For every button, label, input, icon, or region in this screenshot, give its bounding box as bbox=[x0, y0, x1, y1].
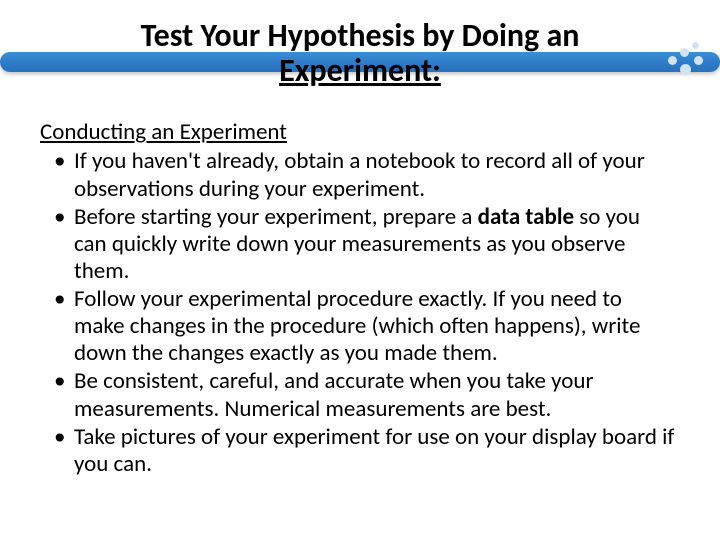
title-line-2: Experiment: bbox=[279, 51, 441, 90]
bullet-text-pre: Be consistent, careful, and accurate whe… bbox=[74, 367, 594, 422]
bullet-text-bold: data table bbox=[478, 203, 574, 231]
bullet-text-pre: Take pictures of your experiment for use… bbox=[74, 423, 674, 478]
content-area: Conducting an Experiment If you haven't … bbox=[40, 118, 680, 478]
bullet-text-pre: Follow your experimental procedure exact… bbox=[74, 285, 640, 367]
title-line-1: Test Your Hypothesis by Doing an bbox=[141, 16, 580, 55]
list-item: If you haven't already, obtain a noteboo… bbox=[40, 148, 676, 202]
slide-title: Test Your Hypothesis by Doing an Experim… bbox=[40, 18, 680, 92]
dots-decoration-icon bbox=[668, 42, 710, 84]
list-item: Be consistent, careful, and accurate whe… bbox=[40, 368, 676, 422]
bullet-text-pre: Before starting your experiment, prepare… bbox=[74, 203, 478, 231]
title-band: Test Your Hypothesis by Doing an Experim… bbox=[40, 18, 680, 92]
list-item: Before starting your experiment, prepare… bbox=[40, 204, 676, 285]
list-item: Take pictures of your experiment for use… bbox=[40, 424, 676, 478]
bullet-list: If you haven't already, obtain a noteboo… bbox=[40, 148, 676, 478]
bullet-text-pre: If you haven't already, obtain a noteboo… bbox=[74, 147, 645, 202]
slide: Test Your Hypothesis by Doing an Experim… bbox=[0, 0, 720, 540]
list-item: Follow your experimental procedure exact… bbox=[40, 286, 676, 367]
section-heading: Conducting an Experiment bbox=[40, 118, 676, 146]
